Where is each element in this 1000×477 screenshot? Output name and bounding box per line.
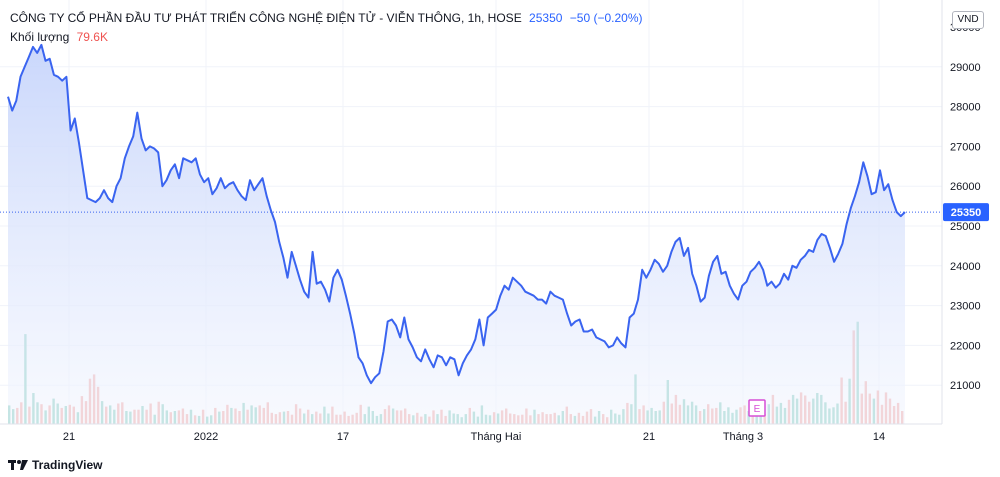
last-price-tag-bg [943,203,989,222]
price-tick-label: 21000 [950,380,981,392]
price-change-value: −50 (−0.20%) [569,11,643,25]
price-tick-label: 25000 [950,221,981,233]
price-area [8,44,905,424]
price-tick-label: 28000 [950,102,981,114]
time-axis[interactable]: 21 2022 17 Tháng Hai 21 Tháng 3 14 [63,431,885,443]
brand-name: TradingView [32,458,103,472]
earnings-marker-label: E [754,404,761,415]
price-tick-label: 22000 [950,340,981,352]
volume-label: Khối lượng [10,30,70,44]
price-line [7,43,906,385]
last-price-value: 25350 [529,11,563,25]
chart-legend-title: CÔNG TY CỔ PHẦN ĐẦU TƯ PHÁT TRIỂN CÔNG N… [10,11,642,25]
time-tick-label: 14 [873,431,885,443]
price-tick-label: 29000 [950,62,981,74]
last-price-tag-label: 25350 [951,207,982,219]
earnings-marker[interactable]: E [748,399,766,417]
time-tick-label: 17 [337,431,349,443]
time-tick-label: Tháng 3 [723,431,763,443]
price-tick-label: 24000 [950,261,981,273]
time-tick-label: 21 [63,431,75,443]
currency-button[interactable]: VND [952,11,984,29]
price-tick-label: 23000 [950,301,981,313]
tradingview-logo[interactable]: TradingView [8,458,102,472]
price-tick-label: 26000 [950,181,981,193]
volume-value: 79.6K [76,30,108,44]
time-tick-label: 2022 [194,431,218,443]
last-price-tag: 25350 [943,203,989,222]
symbol-description: CÔNG TY CỔ PHẦN ĐẦU TƯ PHÁT TRIỂN CÔNG N… [10,11,522,25]
price-tick-label: 27000 [950,141,981,153]
time-tick-label: 21 [643,431,655,443]
time-tick-label: Tháng Hai [471,431,522,443]
volume-legend: Khối lượng 79.6K [10,30,108,44]
tradingview-icon [8,460,28,470]
